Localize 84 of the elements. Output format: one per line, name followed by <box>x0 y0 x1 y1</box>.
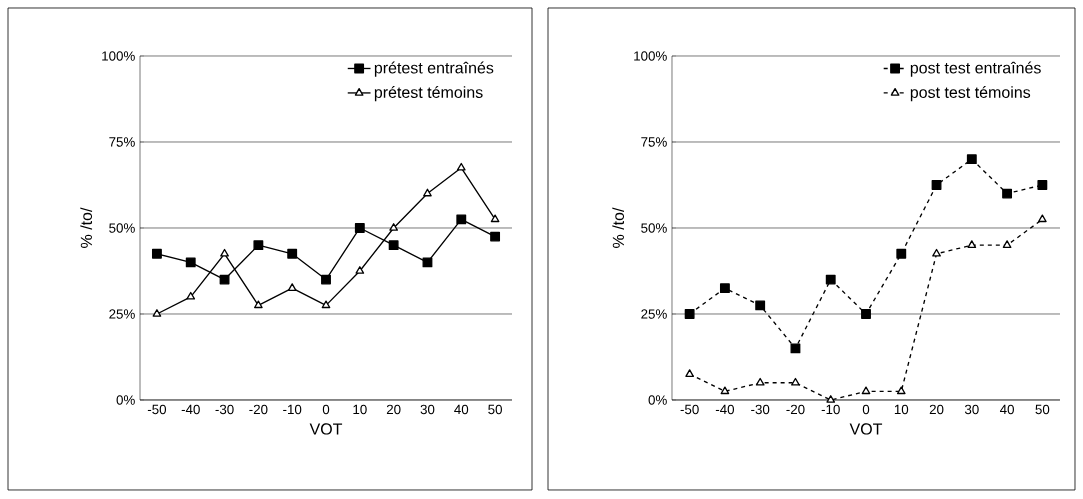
x-tick-label: 50 <box>1035 404 1050 415</box>
x-tick-label: 50 <box>488 404 502 415</box>
point <box>1037 180 1048 190</box>
x-tick-label: 0 <box>322 404 330 415</box>
x-tick-label: 40 <box>999 404 1014 415</box>
x-tick-label: 30 <box>420 404 435 415</box>
y-tick-label: 100% <box>634 51 667 61</box>
point <box>791 377 800 386</box>
y-tick-label: 0% <box>116 395 135 405</box>
point <box>1002 188 1013 199</box>
x-tick-label: 10 <box>894 404 909 415</box>
x-tick-label: -10 <box>821 404 840 415</box>
point <box>152 309 162 317</box>
point <box>220 248 229 257</box>
y-tick-label: 50% <box>641 223 667 233</box>
point <box>931 180 942 190</box>
point <box>826 395 836 403</box>
point <box>254 300 263 309</box>
point <box>287 248 298 259</box>
y-axis-title: % /to/ <box>612 207 625 248</box>
x-tick-label: -40 <box>715 404 735 415</box>
point <box>321 300 331 309</box>
y-tick-label: 50% <box>109 223 135 233</box>
point <box>966 154 977 165</box>
x-tick-label: 20 <box>386 404 401 415</box>
point <box>355 266 365 274</box>
point <box>490 214 500 223</box>
x-tick-label: -10 <box>283 404 302 415</box>
point <box>490 231 501 242</box>
x-axis-title: VOT <box>309 423 343 435</box>
point <box>861 386 871 395</box>
x-tick-label: -20 <box>249 404 268 415</box>
point <box>1002 240 1012 248</box>
legend-label: prétest entraînés <box>374 61 494 77</box>
point <box>932 248 941 257</box>
x-tick-label: -20 <box>786 404 805 415</box>
point <box>967 240 977 248</box>
point <box>422 257 433 268</box>
y-tick-label: 25% <box>109 309 135 319</box>
legend-label: prétest témoins <box>374 86 483 102</box>
point <box>186 291 196 300</box>
x-tick-label: -30 <box>215 404 234 415</box>
x-tick-label: 20 <box>929 404 944 415</box>
point <box>861 309 871 319</box>
x-tick-label: 0 <box>862 404 870 415</box>
x-tick-label: -30 <box>751 404 770 415</box>
legend-label: post test témoins <box>910 86 1031 102</box>
legend-label: post test entraînés <box>910 61 1041 77</box>
point <box>755 377 765 386</box>
point <box>790 343 801 354</box>
point <box>755 300 766 311</box>
x-tick-label: -40 <box>181 404 200 415</box>
y-tick-label: 75% <box>641 137 667 147</box>
point <box>389 223 399 231</box>
point <box>423 188 432 197</box>
point <box>896 248 907 259</box>
point <box>388 240 399 251</box>
point <box>219 274 230 285</box>
x-axis-title: VOT <box>849 423 883 435</box>
x-tick-label: -50 <box>147 404 167 415</box>
y-tick-label: 0% <box>648 395 667 405</box>
point <box>354 223 365 233</box>
x-tick-label: 40 <box>454 404 469 415</box>
point <box>896 386 906 395</box>
point <box>151 248 162 259</box>
point <box>684 309 695 319</box>
point <box>253 240 264 251</box>
point <box>456 162 466 171</box>
x-tick-label: 10 <box>353 404 367 415</box>
point <box>456 214 467 225</box>
x-tick-label: 30 <box>964 404 979 415</box>
point <box>185 257 196 268</box>
point <box>1038 214 1047 223</box>
y-tick-label: 25% <box>641 309 667 319</box>
point <box>321 274 331 285</box>
point <box>685 369 694 377</box>
y-tick-label: 75% <box>109 137 135 147</box>
x-tick-label: -50 <box>680 404 699 415</box>
point <box>720 386 730 395</box>
y-tick-label: 100% <box>102 51 135 61</box>
point <box>825 274 836 285</box>
y-axis-title: % /to/ <box>80 207 93 248</box>
point <box>719 283 730 294</box>
point <box>287 283 297 291</box>
